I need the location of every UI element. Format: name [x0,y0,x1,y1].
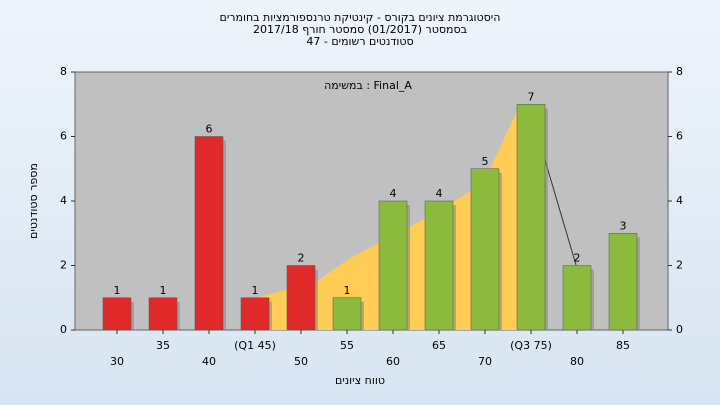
chart-subtitle: סטודנטים רשומים - 47 [306,35,413,48]
y2-tick-label: 8 [676,65,683,78]
x-tick-label: 35 [156,339,170,352]
value-label: 4 [436,187,443,200]
y2-tick-label: 2 [676,259,683,272]
chart-subtitle: בסמסטר (01/2017) סמסטר חורף 2017/18 [253,23,467,36]
y2-tick-label: 0 [676,323,683,336]
chart-title: היסטוגרמת ציונים בקורס - קינטיקת טרנספור… [220,11,501,24]
value-label: 1 [252,284,259,297]
bar [516,104,546,331]
x-tick-label: 40 [202,355,216,368]
x-tick-label: 85 [616,339,630,352]
y-tick-label: 4 [60,194,67,207]
bar [148,297,178,331]
bar [332,297,362,331]
x-tick-label: 80 [570,355,584,368]
y-tick-label: 8 [60,65,67,78]
x-tick-label: 55 [340,339,354,352]
value-label: 4 [390,187,397,200]
x-tick-label: 65 [432,339,446,352]
x-tick-label: 60 [386,355,400,368]
bar [102,297,132,331]
x-tick-label: 30 [110,355,124,368]
x-tick-label: 50 [294,355,308,368]
bar [378,200,408,331]
value-label: 7 [528,90,535,103]
value-label: 1 [344,284,351,297]
y-tick-label: 6 [60,130,67,143]
x-tick-label: 70 [478,355,492,368]
annotation: במשימה : Final_A [324,79,412,92]
y-tick-label: 2 [60,259,67,272]
bar [608,233,638,331]
value-label: 1 [160,284,167,297]
y-axis-label: מספר סטודנטים [27,163,40,239]
y-tick-label: 0 [60,323,67,336]
value-label: 2 [298,252,305,265]
value-label: 6 [206,123,213,136]
bar [424,200,454,331]
y2-tick-label: 6 [676,130,683,143]
x-tick-label: (Q1 45) [234,339,276,352]
bar [470,168,500,331]
value-label: 1 [114,284,121,297]
value-label: 5 [482,155,489,168]
bar [286,265,316,331]
value-label: 2 [574,252,581,265]
value-label: 3 [620,219,627,232]
x-axis-label: טווח ציונים [335,374,385,387]
bar [194,136,224,331]
bar [562,265,592,331]
bar [240,297,270,331]
x-tick-label: (Q3 75) [510,339,552,352]
trend-line [544,159,577,266]
y2-tick-label: 4 [676,194,683,207]
